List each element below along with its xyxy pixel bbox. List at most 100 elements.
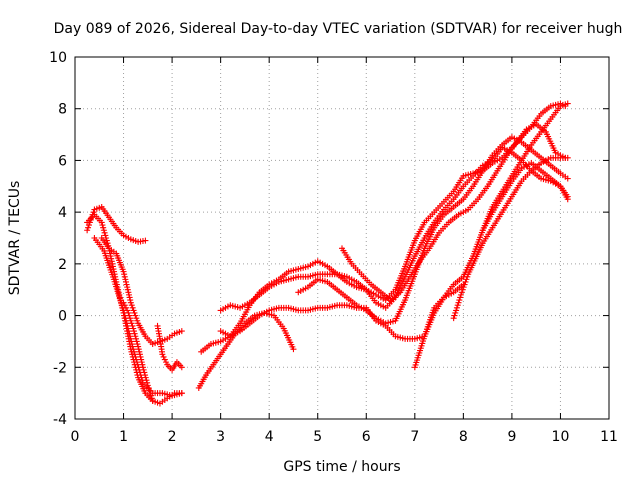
data-point-marker [125, 325, 132, 332]
data-point-marker [131, 309, 138, 316]
data-point-marker [133, 315, 140, 322]
data-point-marker [132, 312, 139, 319]
data-point-marker [135, 343, 142, 350]
data-point-marker [126, 330, 133, 337]
series-track-g [195, 309, 297, 391]
data-point-marker [100, 227, 107, 234]
data-point-marker [130, 307, 137, 314]
data-point-marker [121, 271, 128, 278]
series-track-j [217, 281, 467, 342]
data-point-marker [178, 390, 185, 397]
data-point-marker [84, 227, 91, 234]
grid-layer [75, 57, 609, 419]
data-point-marker [450, 315, 457, 322]
y-tick-label: 4 [58, 205, 67, 221]
data-point-marker [178, 364, 185, 371]
series-track-o [479, 160, 571, 234]
data-point-marker [132, 353, 139, 360]
data-point-marker [128, 302, 135, 309]
y-tick-label: -4 [53, 412, 67, 428]
x-tick-label: 3 [216, 429, 225, 445]
data-point-marker [564, 154, 571, 161]
data-point-marker [128, 341, 135, 348]
x-tick-label: 9 [507, 429, 516, 445]
data-point-marker [459, 286, 466, 293]
data-point-marker [159, 351, 166, 358]
data-point-marker [460, 284, 467, 291]
data-point-marker [121, 302, 128, 309]
data-point-marker [125, 309, 132, 316]
data-point-marker [120, 299, 127, 306]
data-point-marker [108, 258, 115, 265]
data-point-marker [130, 346, 137, 353]
data-point-marker [126, 291, 133, 298]
data-point-marker [126, 294, 133, 301]
data-point-marker [121, 273, 128, 280]
data-point-marker [163, 359, 170, 366]
data-point-marker [455, 299, 462, 306]
data-point-marker [111, 268, 118, 275]
y-tick-label: 0 [58, 309, 67, 325]
data-layer [84, 100, 571, 407]
data-point-marker [160, 353, 167, 360]
series-track-a [84, 203, 149, 245]
data-point-marker [101, 229, 108, 236]
data-point-marker [147, 390, 154, 397]
y-tick-label: -2 [53, 360, 67, 376]
data-point-marker [136, 348, 143, 355]
data-point-marker [137, 353, 144, 360]
data-point-marker [463, 276, 470, 283]
data-point-marker [129, 322, 136, 329]
data-point-marker [144, 382, 151, 389]
data-point-marker [109, 260, 116, 267]
y-tick-label: 6 [58, 153, 67, 169]
data-point-marker [126, 312, 133, 319]
y-axis-label: SDTVAR / TECUs [7, 181, 23, 296]
data-point-marker [108, 255, 115, 262]
x-tick-label: 11 [600, 429, 618, 445]
data-point-marker [148, 392, 155, 399]
data-point-marker [124, 286, 131, 293]
data-point-marker [127, 333, 134, 340]
data-point-marker [456, 297, 463, 304]
data-point-marker [142, 372, 149, 379]
data-point-marker [149, 397, 156, 404]
data-point-marker [564, 100, 571, 107]
data-point-marker [132, 333, 139, 340]
data-point-marker [127, 299, 134, 306]
data-point-marker [564, 175, 571, 182]
data-point-marker [127, 315, 134, 322]
x-tick-label: 5 [313, 429, 322, 445]
data-point-marker [127, 335, 134, 342]
x-tick-label: 0 [71, 429, 80, 445]
data-point-marker [122, 278, 129, 285]
data-point-marker [131, 351, 138, 358]
data-point-marker [462, 278, 469, 285]
data-point-marker [133, 335, 140, 342]
data-point-marker [452, 309, 459, 316]
x-tick-label: 2 [168, 429, 177, 445]
data-point-marker [143, 377, 150, 384]
data-point-marker [564, 193, 571, 200]
data-point-marker [453, 304, 460, 311]
data-point-marker [138, 356, 145, 363]
data-point-marker [451, 312, 458, 319]
data-point-marker [148, 395, 155, 402]
data-point-marker [142, 374, 149, 381]
data-point-marker [85, 224, 92, 231]
data-point-marker [133, 338, 140, 345]
chart-title: Day 089 of 2026, Sidereal Day-to-day VTE… [54, 21, 623, 37]
data-point-marker [130, 328, 137, 335]
data-point-marker [98, 219, 105, 226]
data-point-marker [130, 325, 137, 332]
data-point-marker [146, 387, 153, 394]
series-track-d [98, 235, 185, 348]
data-point-marker [138, 359, 145, 366]
data-point-marker [124, 322, 131, 329]
y-tick-label: 8 [58, 102, 67, 118]
data-point-marker [145, 384, 152, 391]
data-point-marker [142, 237, 149, 244]
data-point-marker [464, 273, 471, 280]
data-point-marker [125, 289, 132, 296]
